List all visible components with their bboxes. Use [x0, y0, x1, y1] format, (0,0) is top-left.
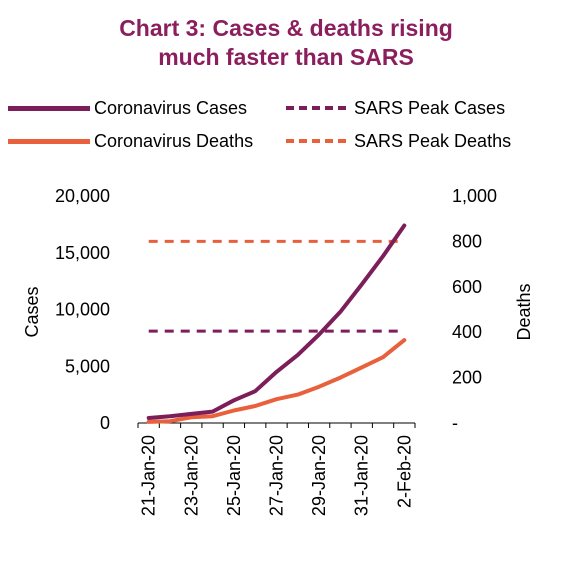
legend-label: SARS Peak Cases [354, 97, 506, 118]
y2-tick-label: - [452, 413, 458, 433]
x-tick-label: 29-Jan-20 [309, 435, 329, 516]
legend-label: Coronavirus Cases [94, 97, 248, 118]
legend-swatch-cases [8, 105, 90, 111]
legend-label: Coronavirus Deaths [94, 130, 254, 151]
x-tick-label: 31-Jan-20 [352, 435, 372, 516]
legend-item-sars-peak-cases: SARS Peak Cases [286, 96, 505, 120]
y-tick-label: 20,000 [55, 186, 110, 206]
legend-swatch-sars-deaths [286, 139, 346, 143]
x-tick-label: 25-Jan-20 [224, 435, 244, 516]
y2-tick-label: 200 [452, 368, 482, 388]
y-tick-label: 15,000 [55, 243, 110, 263]
y-tick-label: 10,000 [55, 300, 110, 320]
legend-swatch-sars-cases [286, 106, 346, 110]
x-tick-label: 2-Feb-20 [394, 435, 414, 508]
chart-title-line-2: much faster than SARS [158, 44, 414, 70]
x-tick-label: 27-Jan-20 [267, 435, 287, 516]
y-tick-label: 0 [100, 413, 110, 433]
series-line-coronavirus-cases [146, 223, 407, 420]
y2-tick-label: 1,000 [452, 186, 497, 206]
y-tick-label: 5,000 [65, 356, 110, 376]
legend-item-coronavirus-deaths: Coronavirus Deaths [8, 129, 253, 153]
legend-swatch-deaths [8, 138, 90, 144]
chart-title-line-1: Chart 3: Cases & deaths rising [119, 15, 453, 41]
x-tick-label: 23-Jan-20 [181, 435, 201, 516]
legend-item-sars-peak-deaths: SARS Peak Deaths [286, 129, 511, 153]
series-line-coronavirus-deaths [146, 338, 407, 424]
y2-tick-label: 800 [452, 231, 482, 251]
y2-tick-label: 400 [452, 322, 482, 342]
y-axis-label: Cases [22, 286, 42, 337]
legend-item-coronavirus-cases: Coronavirus Cases [8, 96, 247, 120]
legend-label: SARS Peak Deaths [354, 130, 512, 151]
y2-tick-label: 600 [452, 277, 482, 297]
x-tick-label: 21-Jan-20 [139, 435, 159, 516]
y2-axis-label: Deaths [514, 283, 534, 340]
